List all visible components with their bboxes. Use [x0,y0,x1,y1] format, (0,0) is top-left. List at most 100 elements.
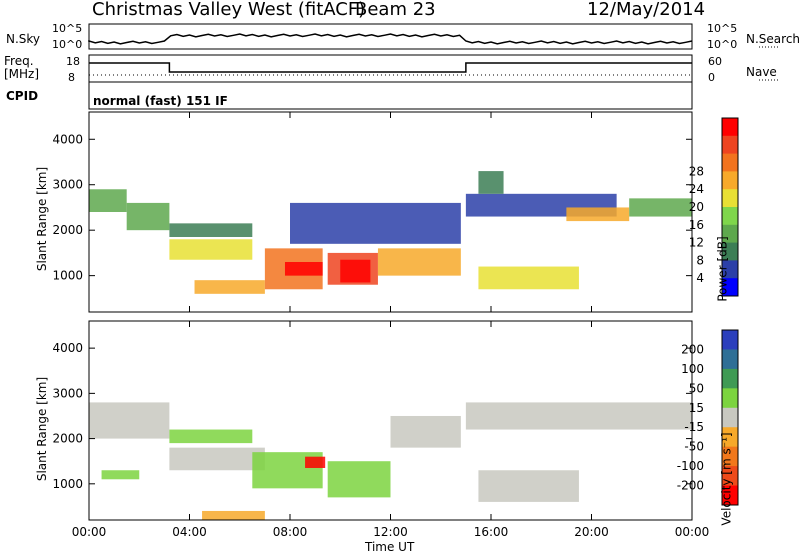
velocity-colorbar-cell-5 [722,427,738,448]
velocity-ytick-label-2: 3000 [52,386,83,400]
date-title: 12/May/2014 [587,0,706,20]
x-tick-label-3: 12:00 [373,525,408,539]
cpid-value: normal (fast) 151 IF [93,94,228,108]
velocity-colorbar-cell-7 [722,466,738,487]
x-axis-label: Time UT [365,540,415,554]
cpid-frame [88,81,693,110]
velocity-ytick-label-0: 1000 [52,477,83,491]
velocity-band-5 [327,461,391,498]
power-ytick-label-0: 1000 [52,269,83,283]
power-colorbar-cell-1 [722,135,738,155]
velocity-colorbar-cell-3 [722,388,738,409]
power-colorbar-cell-6 [722,224,738,244]
cpid-label: CPID [6,89,39,103]
nsky-tick-bottom: 10^0 [52,38,83,51]
power-colorbar-tick-4: 20 [689,200,704,214]
power-band-8 [340,259,371,283]
velocity-ytick-label-3: 4000 [52,341,83,355]
power-colorbar-tick-6: 28 [689,164,704,178]
velocity-colorbar-cell-2 [722,368,738,389]
nave-tick-bottom: 0 [708,71,715,84]
nsky-label: N.Sky [6,32,41,46]
velocity-band-4 [305,456,326,468]
x-tick-label-1: 04:00 [172,525,207,539]
velocity-colorbar-tick-7: -200 [677,479,704,493]
nsearch-label: N.Search [746,32,800,46]
velocity-colorbar-tick-6: -100 [677,459,704,473]
power-colorbar-cell-4 [722,189,738,208]
velocity-colorbar-cell-4 [722,407,738,428]
velocity-colorbar-tick-2: 50 [689,381,704,395]
power-colorbar-tick-2: 12 [689,236,704,250]
x-tick-label-6: 00:00 [675,525,710,539]
velocity-colorbar-label: Velocity [m s⁻¹] [719,432,734,526]
power-band-9 [377,248,461,276]
nsearch-tick-bottom: 10^0 [707,38,738,51]
velocity-band-7 [478,470,579,502]
velocity-band-9 [202,510,265,520]
velocity-band-1 [169,447,265,471]
x-tick-label-2: 08:00 [273,525,308,539]
nave-tick-top: 60 [708,55,722,68]
freq-unit: [MHz] [4,67,40,81]
velocity-colorbar-tick-3: 15 [689,401,704,415]
velocity-colorbar-cell-6 [722,446,738,467]
x-tick-label-4: 16:00 [474,525,509,539]
velocity-band-2 [169,429,253,444]
power-colorbar-cell-5 [722,207,738,226]
power-ytick-label-3: 4000 [52,132,83,146]
power-colorbar-tick-0: 4 [696,271,704,285]
velocity-band-6 [390,415,461,448]
power-band-10 [290,202,461,244]
velocity-colorbar-tick-0: 200 [681,342,704,356]
power-colorbar-cell-8 [722,260,738,279]
nsky-frame [88,23,693,50]
power-band-3 [169,223,253,237]
velocity-ylabel: Slant Range [km] [35,376,50,482]
power-colorbar-tick-1: 8 [696,253,704,267]
velocity-colorbar-frame [721,329,739,506]
power-band-4 [194,280,265,294]
freq-frame [88,54,693,83]
power-band-1 [126,202,170,231]
power-colorbar-frame [721,117,739,297]
power-ytick-label-2: 3000 [52,178,83,192]
power-colorbar-cell-3 [722,171,738,190]
power-band-11 [478,266,579,290]
velocity-band-10 [101,470,140,480]
freq-tick-bottom: 8 [68,71,75,84]
x-tick-label-0: 00:00 [72,525,107,539]
power-colorbar-cell-7 [722,242,738,261]
station-title: Christmas Valley West (fitACF) [92,0,366,20]
power-colorbar-cell-2 [722,153,738,172]
velocity-colorbar-tick-4: -15 [684,420,704,434]
beam-title: Beam 23 [355,0,436,20]
power-band-2 [169,239,253,260]
nsky-trace [88,33,693,45]
velocity-band-8 [465,402,692,430]
freq-label: Freq. [4,54,34,68]
power-band-15 [478,171,504,194]
power-band-14 [629,198,692,217]
nsky-tick-top: 10^5 [52,22,83,35]
power-colorbar-cell-9 [722,278,738,297]
power-colorbar-label: Power [dB] [715,236,730,302]
power-colorbar-cell-0 [722,118,738,137]
power-ytick-label-1: 2000 [52,223,83,237]
power-band-13 [566,207,630,222]
freq-trace [89,62,692,73]
velocity-colorbar-cell-1 [722,349,738,370]
power-band-6 [284,262,323,276]
freq-tick-top: 18 [66,55,80,68]
nave-label: Nave [746,65,777,79]
velocity-ytick-label-1: 2000 [52,432,83,446]
x-tick-label-5: 20:00 [574,525,609,539]
velocity-colorbar-cell-0 [722,330,738,350]
velocity-colorbar-cell-8 [722,485,738,506]
velocity-colorbar-tick-5: -50 [684,440,704,454]
power-band-0 [89,189,127,212]
velocity-band-0 [89,402,170,439]
power-colorbar-tick-5: 24 [689,182,704,196]
